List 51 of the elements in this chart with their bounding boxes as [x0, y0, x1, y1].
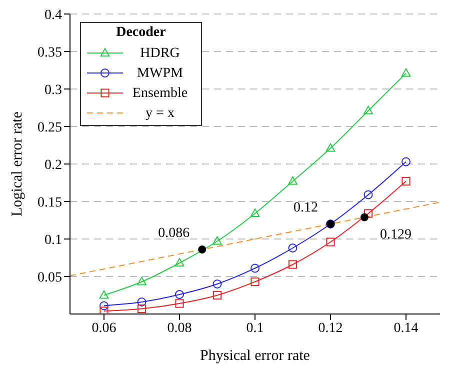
point: [174, 290, 184, 299]
x-tick-label: 0.06: [92, 320, 116, 336]
point: [175, 299, 184, 308]
point: [212, 280, 222, 288]
point: [198, 246, 206, 254]
x-tick-label: 0.1: [246, 320, 264, 336]
point: [99, 301, 108, 310]
y-axis-title: Logical error rate: [9, 111, 26, 216]
point: [402, 157, 411, 166]
point: [212, 290, 222, 300]
data-label: 0.086: [158, 226, 190, 241]
data-label: 0.129: [380, 228, 412, 243]
y-tick-label: 0.15: [38, 195, 62, 210]
point: [288, 260, 298, 269]
point: [288, 176, 298, 185]
point: [137, 276, 146, 286]
point: [137, 304, 146, 314]
y-tick-label: 0.4: [44, 8, 62, 23]
legend-label: Ensemble: [132, 86, 188, 101]
x-axis-title: Physical error rate: [200, 348, 310, 364]
point: [250, 208, 260, 217]
legend-label: HDRG: [140, 46, 180, 61]
legend-label: y = x: [146, 106, 174, 121]
point: [250, 264, 260, 273]
y-tick-label: 0.3: [44, 82, 62, 98]
y-tick-label: 0.1: [44, 232, 62, 248]
x-tick-label: 0.08: [167, 320, 192, 336]
legend-title: Decoder: [115, 25, 167, 41]
point: [401, 68, 411, 77]
y-tick-label: 0.05: [38, 270, 62, 286]
point: [174, 258, 184, 266]
point: [364, 106, 373, 114]
point: [364, 209, 373, 218]
point: [364, 190, 373, 200]
data-label: 0.12: [293, 200, 318, 216]
x-tick-label: 0.14: [394, 320, 418, 336]
y-tick-label: 0.35: [38, 45, 62, 60]
point: [402, 176, 410, 186]
y-tick-label: 0.2: [44, 158, 62, 173]
x-tick-label: 0.12: [318, 320, 343, 336]
point: [326, 143, 336, 152]
point: [212, 236, 222, 245]
legend-label: MWPM: [137, 66, 184, 81]
point: [360, 213, 368, 222]
point: [326, 238, 335, 246]
y-tick-label: 0.25: [38, 120, 62, 136]
point: [99, 290, 109, 299]
point: [100, 306, 108, 314]
point: [288, 244, 298, 252]
point: [250, 277, 260, 286]
point: [137, 298, 146, 306]
